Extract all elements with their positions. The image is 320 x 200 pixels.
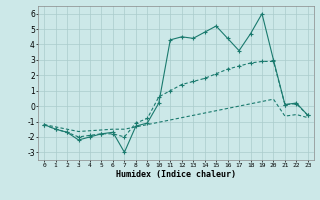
X-axis label: Humidex (Indice chaleur): Humidex (Indice chaleur) bbox=[116, 170, 236, 179]
